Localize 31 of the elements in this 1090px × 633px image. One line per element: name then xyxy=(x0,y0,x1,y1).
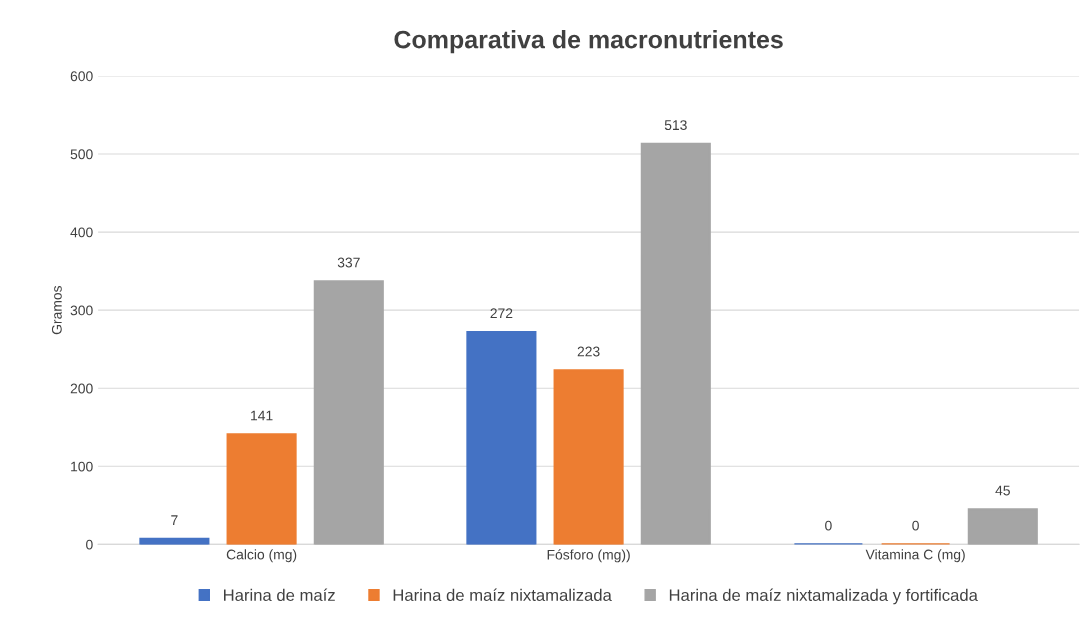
x-tick-label: Vitamina C (mg) xyxy=(865,549,965,563)
y-tick-label: 100 xyxy=(71,461,93,472)
bar xyxy=(553,369,624,545)
y-tick-label: 400 xyxy=(70,227,93,238)
y-tick-label: 200 xyxy=(70,383,93,394)
data-label: 45 xyxy=(995,485,1010,496)
bar xyxy=(967,508,1038,545)
x-tick-label: Calcio (mg) xyxy=(226,549,297,563)
data-label: 272 xyxy=(490,308,513,319)
legend-label: Harina de maíz xyxy=(224,588,335,602)
y-tick-label: 500 xyxy=(70,149,93,160)
data-label: 223 xyxy=(577,346,600,357)
chart-title: Comparativa de macronutrientes xyxy=(394,30,783,54)
y-axis-title: Gramos xyxy=(51,285,62,335)
bar xyxy=(466,330,537,545)
legend-label: Harina de maíz nixtamalizada y fortificada xyxy=(669,588,978,605)
bar xyxy=(313,280,384,545)
y-tick-label: 0 xyxy=(86,539,93,550)
bar xyxy=(640,142,711,545)
data-label: 7 xyxy=(171,515,178,525)
data-label: 513 xyxy=(664,120,687,131)
y-tick-label: 300 xyxy=(70,305,93,316)
bar xyxy=(139,537,210,545)
legend-label: Harina de maíz nixtamalizada xyxy=(393,588,612,602)
data-label: 0 xyxy=(825,520,832,531)
data-label: 0 xyxy=(912,520,919,531)
x-tick-label: Fósforo (mg)) xyxy=(547,549,630,563)
data-label: 337 xyxy=(337,257,360,268)
y-tick-label: 600 xyxy=(70,71,93,82)
data-label: 141 xyxy=(251,410,273,421)
bar xyxy=(226,433,297,545)
